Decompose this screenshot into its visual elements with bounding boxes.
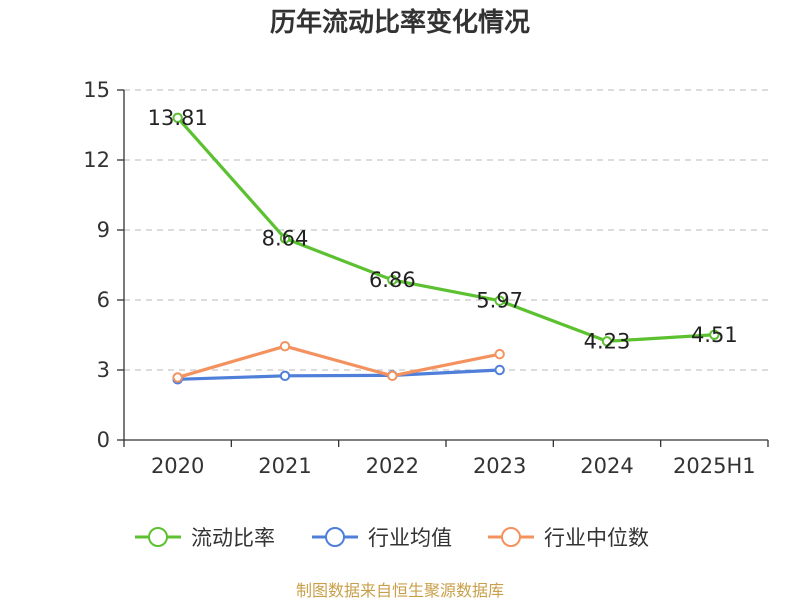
data-label: 4.51 [691, 323, 738, 347]
legend-item[interactable]: 行业中位数 [488, 526, 649, 550]
series-line [176, 368, 502, 381]
data-point[interactable] [387, 274, 398, 286]
legend-label: 流动比率 [191, 526, 275, 550]
data-label: 13.81 [148, 106, 208, 130]
legend-item[interactable]: 行业均值 [312, 526, 452, 550]
data-point[interactable] [494, 295, 505, 306]
data-point[interactable] [279, 370, 291, 382]
y-tick-label: 9 [97, 218, 110, 242]
y-tick-label: 15 [83, 78, 110, 102]
legend-item[interactable]: 流动比率 [135, 526, 275, 550]
x-tick-label: 2024 [580, 454, 633, 478]
x-tick-label: 2021 [258, 454, 311, 478]
y-tick-label: 0 [97, 428, 110, 452]
x-tick-label: 2023 [473, 454, 526, 478]
chart-title: 历年流动比率变化情况 [270, 7, 530, 38]
y-tick-label: 12 [83, 148, 110, 172]
data-point[interactable] [279, 341, 291, 352]
legend-label: 行业中位数 [544, 526, 649, 550]
y-tick-label: 3 [97, 358, 110, 382]
data-point[interactable] [709, 329, 720, 340]
x-tick-label: 2022 [366, 454, 419, 478]
x-tick-label: 2025H1 [673, 454, 756, 478]
legend-marker-icon [325, 527, 345, 547]
data-labels: 13.81 8.64 6.86 5.97 4.23 4.51 [148, 106, 738, 354]
grid [124, 89, 768, 371]
data-label: 6.86 [369, 268, 416, 292]
data-point[interactable] [172, 372, 183, 383]
data-point[interactable] [279, 233, 291, 244]
axes: 0 3 6 9 12 15 2020 2021 2022 2023 2024 2025H1 [83, 78, 769, 478]
data-label: 8.64 [262, 226, 309, 250]
data-point[interactable] [494, 364, 505, 376]
series-line [176, 116, 716, 343]
x-tick-label: 2020 [151, 454, 204, 478]
data-point[interactable] [172, 112, 183, 123]
series-line [176, 344, 502, 380]
source-note: 制图数据来自恒生聚源数据库 [296, 581, 504, 600]
series-layer [172, 112, 720, 385]
legend[interactable]: 流动比率 行业均值 行业中位数 [135, 526, 649, 550]
data-point[interactable] [601, 336, 613, 347]
legend-marker-icon [148, 527, 168, 547]
legend-marker-icon [501, 527, 521, 547]
legend-label: 行业均值 [368, 526, 452, 550]
data-label: 5.97 [476, 289, 523, 313]
data-point[interactable] [387, 370, 398, 382]
data-point[interactable] [494, 348, 505, 360]
y-tick-label: 6 [97, 288, 110, 312]
data-label: 4.23 [584, 329, 631, 353]
